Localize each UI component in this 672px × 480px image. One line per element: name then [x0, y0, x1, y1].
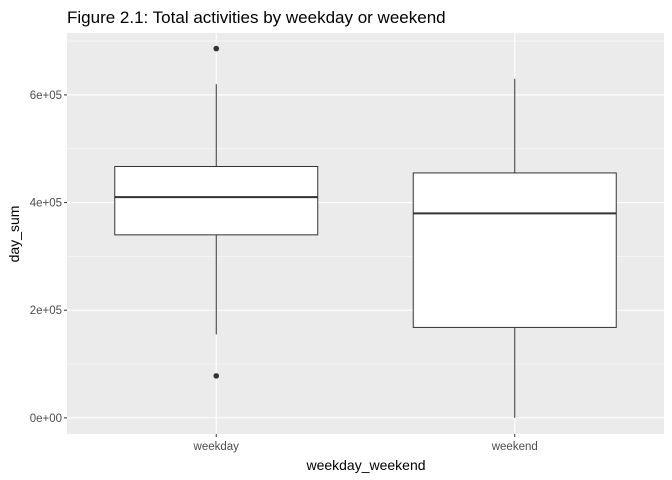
y-tick-label: 6e+05 — [30, 90, 62, 102]
boxes — [114, 45, 617, 418]
y-axis-ticks: 0e+00 2e+05 4e+05 6e+05 — [30, 90, 67, 425]
y-axis-title: day_sum — [6, 206, 22, 263]
box-iqr — [412, 172, 617, 328]
chart-title: Figure 2.1: Total activities by weekday … — [67, 8, 446, 27]
x-axis-title: weekday_weekend — [305, 457, 425, 473]
box-weekday — [114, 45, 319, 379]
y-tick-label: 2e+05 — [30, 305, 62, 317]
outlier-point — [213, 45, 220, 52]
box-iqr — [114, 165, 319, 236]
box-weekend — [412, 78, 617, 418]
x-axis-ticks: weekday weekend — [193, 434, 538, 453]
x-tick-label: weekend — [491, 441, 538, 453]
outlier-point — [213, 373, 220, 379]
y-tick-label: 4e+05 — [30, 198, 62, 210]
x-tick-label: weekday — [193, 441, 240, 453]
y-tick-label: 0e+00 — [30, 413, 62, 425]
